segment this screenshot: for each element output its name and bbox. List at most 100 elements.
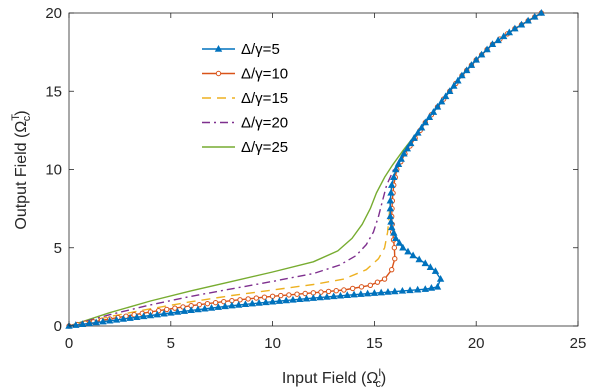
data-point-marker <box>425 113 434 121</box>
legend-label: Δ/γ=15 <box>241 90 288 107</box>
data-point-marker <box>387 223 396 231</box>
data-point-marker <box>221 298 227 305</box>
x-tick-label: 0 <box>65 335 73 352</box>
data-point-marker <box>139 312 148 320</box>
y-tick-label: 15 <box>45 83 62 100</box>
data-point-marker <box>278 292 284 299</box>
data-point-marker <box>377 288 385 296</box>
data-point-marker <box>413 285 422 293</box>
data-point-marker <box>386 212 394 220</box>
data-point-marker <box>78 320 87 327</box>
data-point-marker <box>427 284 436 291</box>
y-axis-label: Output Field (ΩTc) <box>10 110 33 229</box>
data-point-marker <box>126 314 134 321</box>
legend-label: Δ/γ=5 <box>241 41 280 58</box>
data-point-marker <box>106 316 114 324</box>
data-point-marker <box>421 259 430 267</box>
data-point-marker <box>241 300 250 308</box>
data-point-marker <box>323 292 331 300</box>
data-point-marker <box>441 92 450 100</box>
data-point-marker <box>302 294 311 302</box>
data-point-marker <box>164 306 170 313</box>
data-point-marker <box>201 304 209 312</box>
data-point-marker <box>404 247 412 255</box>
series-line <box>68 12 542 327</box>
data-point-marker <box>483 45 491 53</box>
data-point-marker <box>472 55 480 63</box>
data-point-marker <box>392 165 400 173</box>
data-point-marker <box>499 32 508 40</box>
data-point-marker <box>392 234 400 242</box>
data-point-marker <box>511 24 519 32</box>
legend-item: Δ/γ=15 <box>202 90 288 107</box>
data-point-marker <box>524 16 532 24</box>
data-point-marker <box>336 291 345 299</box>
legend-label: Δ/γ=10 <box>241 66 288 83</box>
plot-area <box>68 12 579 327</box>
data-point-marker <box>215 70 222 77</box>
data-point-marker <box>358 284 365 290</box>
data-point-marker <box>173 308 182 315</box>
data-point-marker <box>390 228 398 236</box>
data-point-marker <box>433 102 442 110</box>
data-point-marker <box>415 255 423 263</box>
data-point-marker <box>325 288 332 295</box>
data-point-marker <box>505 28 513 36</box>
data-point-marker <box>221 302 229 310</box>
y-axis-ticks: 0 5 10 15 20 <box>45 5 578 335</box>
data-point-marker <box>384 288 392 295</box>
legend-label: Δ/γ=25 <box>241 139 288 156</box>
x-tick-label: 25 <box>570 335 587 352</box>
legend-item: Δ/γ=5 <box>202 41 280 58</box>
data-point-marker <box>462 66 471 74</box>
data-point-marker <box>517 20 526 28</box>
data-point-marker <box>370 289 379 296</box>
data-point-marker <box>436 275 445 282</box>
data-point-marker <box>392 256 398 262</box>
data-point-marker <box>333 288 339 294</box>
data-point-marker <box>350 290 358 298</box>
x-axis-ticks: 0 5 10 15 20 25 <box>65 13 587 352</box>
data-point-marker <box>237 297 243 303</box>
data-point-marker <box>204 300 211 307</box>
data-point-marker <box>302 290 308 297</box>
data-point-marker <box>172 305 178 311</box>
y-tick-label: 0 <box>54 318 62 335</box>
legend-item: Δ/γ=25 <box>202 139 288 156</box>
data-point-marker <box>387 217 395 225</box>
data-point-marker <box>399 243 407 251</box>
data-point-marker <box>409 251 417 259</box>
data-point-marker <box>262 298 270 306</box>
data-point-marker <box>289 295 297 303</box>
data-point-marker <box>397 155 405 162</box>
data-point-marker <box>153 310 161 318</box>
series-0072BD <box>65 8 546 329</box>
data-point-marker <box>296 295 304 303</box>
data-point-marker <box>381 276 388 282</box>
data-point-marker <box>282 296 290 304</box>
legend: Δ/γ=5 Δ/γ=10 Δ/γ=15 Δ/γ=20 Δ/γ=25 <box>202 41 288 156</box>
data-point-marker <box>341 287 347 293</box>
data-point-marker <box>329 292 338 300</box>
data-point-marker <box>255 299 263 306</box>
data-point-marker <box>99 317 107 325</box>
data-point-marker <box>261 294 268 300</box>
data-point-marker <box>446 87 454 94</box>
data-point-marker <box>467 61 476 68</box>
data-point-marker <box>406 286 414 294</box>
data-point-marker <box>119 315 128 322</box>
data-point-marker <box>112 315 121 323</box>
data-point-marker <box>207 303 216 311</box>
x-tick-label: 20 <box>468 335 485 352</box>
data-point-marker <box>386 196 394 204</box>
y-tick-label: 5 <box>54 240 62 257</box>
data-point-marker <box>92 318 100 326</box>
data-point-marker <box>187 306 195 314</box>
legend-item: Δ/γ=20 <box>202 115 288 132</box>
data-point-marker <box>374 279 381 285</box>
y-tick-label: 20 <box>45 5 62 22</box>
data-point-marker <box>363 289 372 297</box>
data-point-marker <box>160 309 168 317</box>
data-point-marker <box>391 287 399 295</box>
